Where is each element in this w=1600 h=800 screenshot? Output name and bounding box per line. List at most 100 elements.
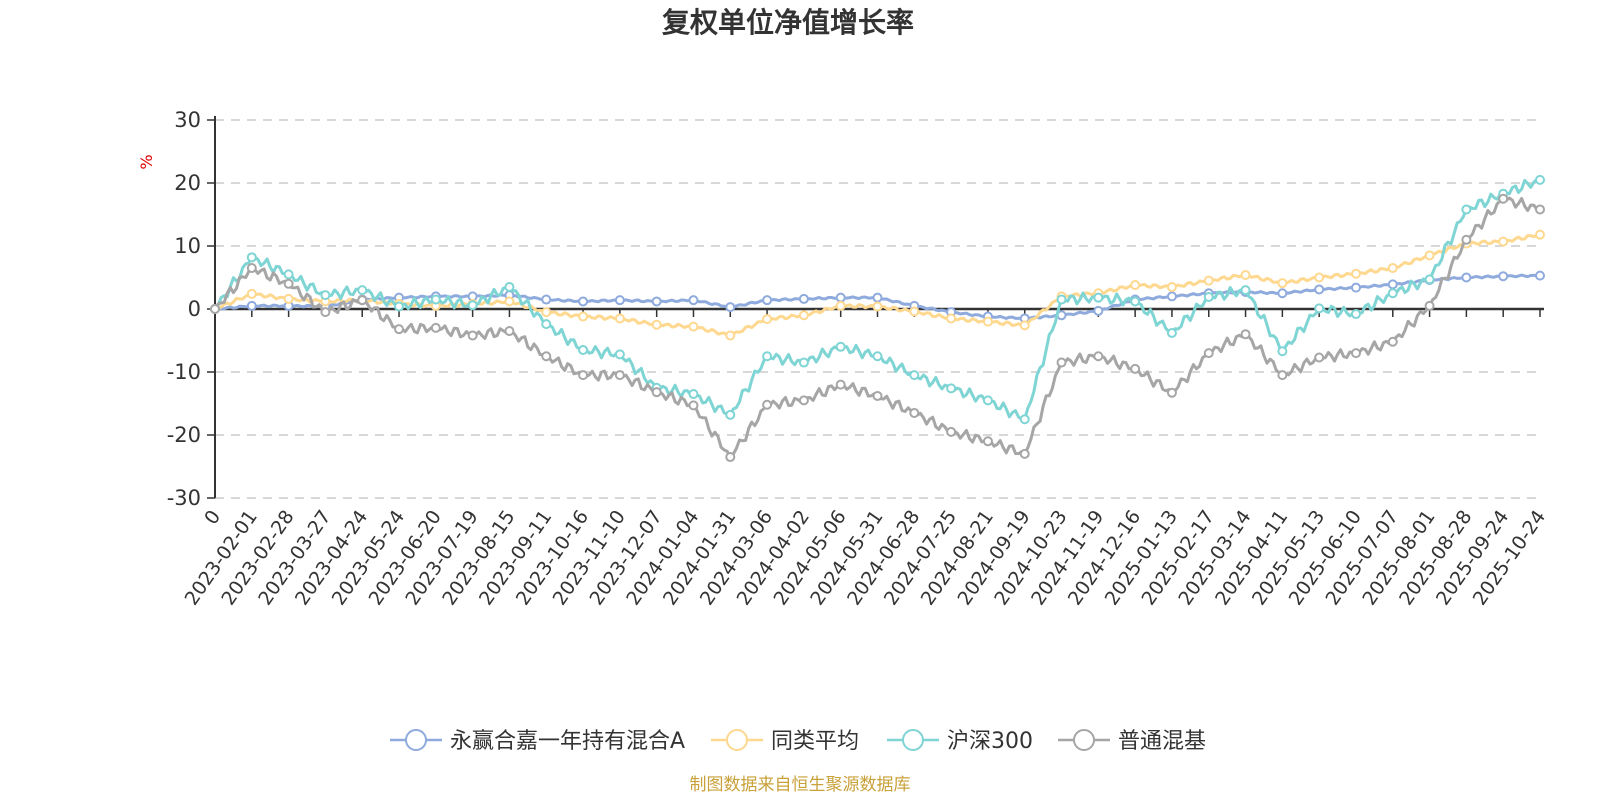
data-point [762, 351, 773, 362]
data-point [614, 313, 625, 324]
x-tick-labels: 02023-02-012023-02-282023-03-272023-04-2… [181, 506, 1551, 609]
x-tick-label: 0 [200, 506, 225, 529]
data-point [578, 311, 589, 322]
data-point [1350, 282, 1361, 293]
data-point [1535, 270, 1545, 281]
data-point [614, 295, 625, 306]
data-point [246, 252, 257, 263]
legend-marker [1073, 729, 1095, 751]
legend-marker [902, 729, 924, 751]
data-point [1535, 204, 1545, 215]
legend-label: 普通混基 [1118, 729, 1206, 754]
data-point [357, 285, 368, 296]
legend-item[interactable]: 永赢合嘉一年持有混合A [390, 729, 685, 754]
data-point [762, 295, 773, 306]
data-point [1277, 346, 1288, 357]
data-point [1461, 234, 1472, 245]
data-point [651, 387, 662, 398]
data-point [688, 321, 699, 332]
data-point [835, 379, 846, 390]
y-tick-label: 30 [174, 108, 201, 132]
data-point [762, 314, 773, 325]
y-tick-label: -20 [167, 423, 201, 447]
data-point [1277, 278, 1288, 289]
data-point [1314, 284, 1325, 295]
data-point [1498, 271, 1509, 282]
data-point [982, 316, 993, 327]
data-point [946, 313, 957, 324]
data-point [467, 300, 478, 311]
data-point [798, 357, 809, 368]
data-point [835, 292, 846, 303]
data-point [909, 306, 920, 317]
data-point [1535, 174, 1545, 185]
data-point [394, 324, 405, 335]
data-point [1093, 292, 1104, 303]
data-point [798, 395, 809, 406]
data-source-note: 制图数据来自恒生聚源数据库 [690, 775, 911, 795]
data-point [1424, 250, 1435, 261]
data-point [1056, 294, 1067, 305]
chart-title: 复权单位净值增长率 [662, 6, 914, 39]
data-point [504, 296, 515, 307]
data-point [725, 409, 736, 420]
y-tick-label: 0 [188, 297, 201, 321]
data-point [1019, 414, 1030, 425]
grid-lines [215, 119, 1540, 499]
data-point [1314, 303, 1325, 314]
data-point [357, 295, 368, 306]
data-point [1350, 348, 1361, 359]
data-point [725, 452, 736, 463]
data-point [578, 296, 589, 307]
data-point [614, 349, 625, 360]
data-point [1350, 309, 1361, 320]
data-point [1461, 272, 1472, 283]
data-point [283, 278, 294, 289]
data-point [1166, 327, 1177, 338]
data-point [1166, 281, 1177, 292]
data-point [210, 304, 220, 314]
y-tick-label: -30 [167, 486, 201, 510]
data-point [1019, 448, 1030, 459]
y-tick-label: 10 [174, 234, 201, 258]
data-point [1424, 274, 1435, 285]
y-tick-label: -10 [167, 360, 201, 384]
data-point [1387, 279, 1398, 290]
data-point [835, 341, 846, 352]
data-point [1166, 291, 1177, 302]
legend-item[interactable]: 同类平均 [711, 729, 859, 754]
y-tick-label: 20 [174, 171, 201, 195]
data-point [1277, 370, 1288, 381]
data-point [688, 400, 699, 411]
data-point [909, 370, 920, 381]
data-point [504, 281, 515, 292]
data-point [946, 383, 957, 394]
legend-label: 永赢合嘉一年持有混合A [450, 729, 685, 754]
data-point [1350, 268, 1361, 279]
legend-marker [726, 729, 748, 751]
data-point [1498, 236, 1509, 247]
legend[interactable]: 永赢合嘉一年持有混合A 同类平均 沪深300 普通混基 [390, 729, 1206, 754]
data-point [1387, 336, 1398, 347]
data-point [762, 399, 773, 410]
data-point [1130, 280, 1141, 291]
data-point [541, 294, 552, 305]
data-point [578, 344, 589, 355]
data-point [982, 395, 993, 406]
data-point [946, 426, 957, 437]
data-point [798, 293, 809, 304]
data-point [872, 292, 883, 303]
data-point [1277, 288, 1288, 299]
legend-label: 同类平均 [771, 729, 859, 754]
data-point [1498, 193, 1509, 204]
data-point [1240, 329, 1251, 340]
legend-item[interactable]: 普通混基 [1058, 729, 1206, 754]
data-point [1166, 387, 1177, 398]
y-tick-labels: 30 20 10 0 -10 -20 -30 [167, 108, 201, 510]
legend-item[interactable]: 沪深300 [887, 729, 1033, 754]
data-point [688, 389, 699, 400]
data-point [541, 319, 552, 330]
data-point [1461, 204, 1472, 215]
data-point [394, 301, 405, 312]
